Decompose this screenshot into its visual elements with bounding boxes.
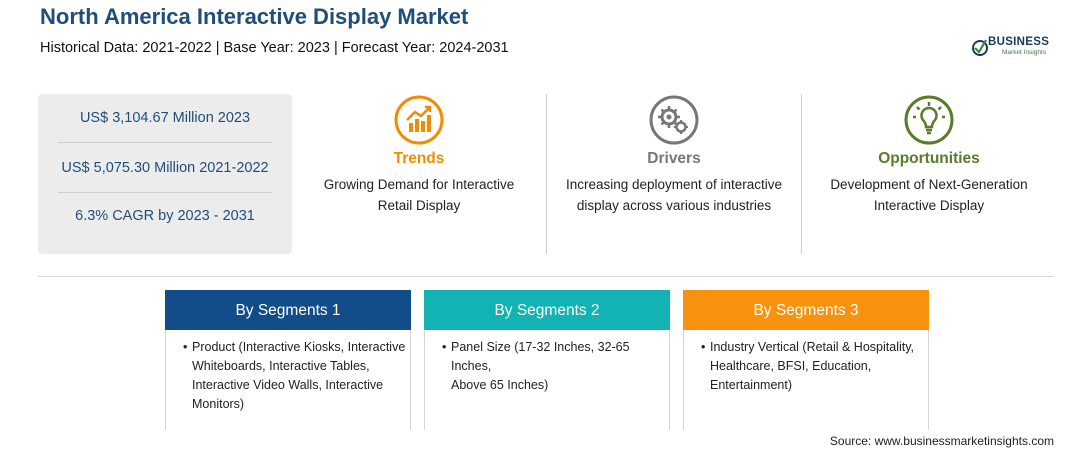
segment-line: Healthcare, BFSI, Education, — [710, 359, 872, 373]
opportunities-description: Development of Next-Generation Interacti… — [804, 174, 1054, 216]
divider — [546, 94, 547, 254]
page-title: North America Interactive Display Market — [40, 4, 469, 29]
trends-description: Growing Demand for Interactive Retail Di… — [294, 174, 544, 216]
lightbulb-icon — [904, 95, 954, 145]
segment-2-body: Panel Size (17-32 Inches, 32-65 Inches, … — [424, 330, 670, 430]
segment-line: Panel Size (17-32 Inches, 32-65 Inches, — [451, 340, 630, 373]
gears-icon — [649, 95, 699, 145]
stat-market-size-historical: US$ 5,075.30 Million 2021-2022 — [61, 160, 269, 176]
opportunities-card: Opportunities Development of Next-Genera… — [804, 94, 1054, 216]
stats-panel: US$ 3,104.67 Million 2023 US$ 5,075.30 M… — [38, 94, 292, 254]
trend-chart-icon — [394, 95, 444, 145]
segment-line: Industry Vertical (Retail & Hospitality, — [710, 340, 915, 354]
segment-line: Product (Interactive Kiosks, Interactive — [192, 340, 406, 354]
segment-2-header: By Segments 2 — [424, 290, 670, 330]
drivers-description: Increasing deployment of interactive dis… — [549, 174, 799, 216]
source-credit: Source: www.businessmarketinsights.com — [829, 434, 1054, 448]
divider — [801, 94, 802, 254]
segment-3-body: Industry Vertical (Retail & Hospitality,… — [683, 330, 929, 430]
segment-3-list: Industry Vertical (Retail & Hospitality,… — [684, 338, 928, 395]
trends-card: Trends Growing Demand for Interactive Re… — [294, 94, 544, 216]
segment-card-1: By Segments 1 Product (Interactive Kiosk… — [165, 290, 411, 430]
drivers-desc-line: display across various industries — [576, 198, 772, 213]
segment-2-list: Panel Size (17-32 Inches, 32-65 Inches, … — [425, 338, 669, 395]
segment-line: Interactive Video Walls, Interactive — [192, 378, 384, 392]
globe-check-icon — [972, 39, 988, 56]
segment-3-header: By Segments 3 — [683, 290, 929, 330]
stat-divider — [58, 192, 272, 193]
segment-card-3: By Segments 3 Industry Vertical (Retail … — [683, 290, 929, 430]
trends-title: Trends — [393, 150, 445, 167]
segment-line: Above 65 Inches) — [451, 378, 549, 392]
trends-desc-line: Growing Demand for Interactive — [323, 177, 515, 192]
segment-1-header: By Segments 1 — [165, 290, 411, 330]
opportunities-title: Opportunities — [878, 150, 980, 167]
page-subtitle: Historical Data: 2021-2022 | Base Year: … — [40, 40, 509, 56]
list-item: Industry Vertical (Retail & Hospitality,… — [701, 338, 928, 395]
opportunities-desc-line: Interactive Display — [873, 198, 985, 213]
section-divider — [38, 276, 1054, 277]
drivers-card: Drivers Increasing deployment of interac… — [549, 94, 799, 216]
segment-1-body: Product (Interactive Kiosks, Interactive… — [165, 330, 411, 430]
logo-subtext: Market Insights — [1002, 49, 1047, 56]
logo-wordmark: BUSINESS — [988, 36, 1050, 48]
stat-divider — [58, 142, 272, 143]
drivers-title: Drivers — [647, 150, 701, 167]
list-item: Panel Size (17-32 Inches, 32-65 Inches, … — [442, 338, 669, 395]
trends-desc-line: Retail Display — [377, 198, 461, 213]
stat-cagr: 6.3% CAGR by 2023 - 2031 — [75, 208, 255, 224]
brand-logo: BUSINESS Market Insights — [972, 34, 1062, 62]
stat-market-size-2023: US$ 3,104.67 Million 2023 — [79, 110, 251, 126]
segment-line: Whiteboards, Interactive Tables, — [192, 359, 370, 373]
segment-line: Entertainment) — [710, 378, 792, 392]
list-item: Product (Interactive Kiosks, Interactive… — [183, 338, 410, 414]
segment-card-2: By Segments 2 Panel Size (17-32 Inches, … — [424, 290, 670, 430]
segment-line: Monitors) — [192, 397, 245, 411]
drivers-desc-line: Increasing deployment of interactive — [565, 177, 783, 192]
opportunities-desc-line: Development of Next-Generation — [830, 177, 1028, 192]
segment-1-list: Product (Interactive Kiosks, Interactive… — [166, 338, 410, 414]
